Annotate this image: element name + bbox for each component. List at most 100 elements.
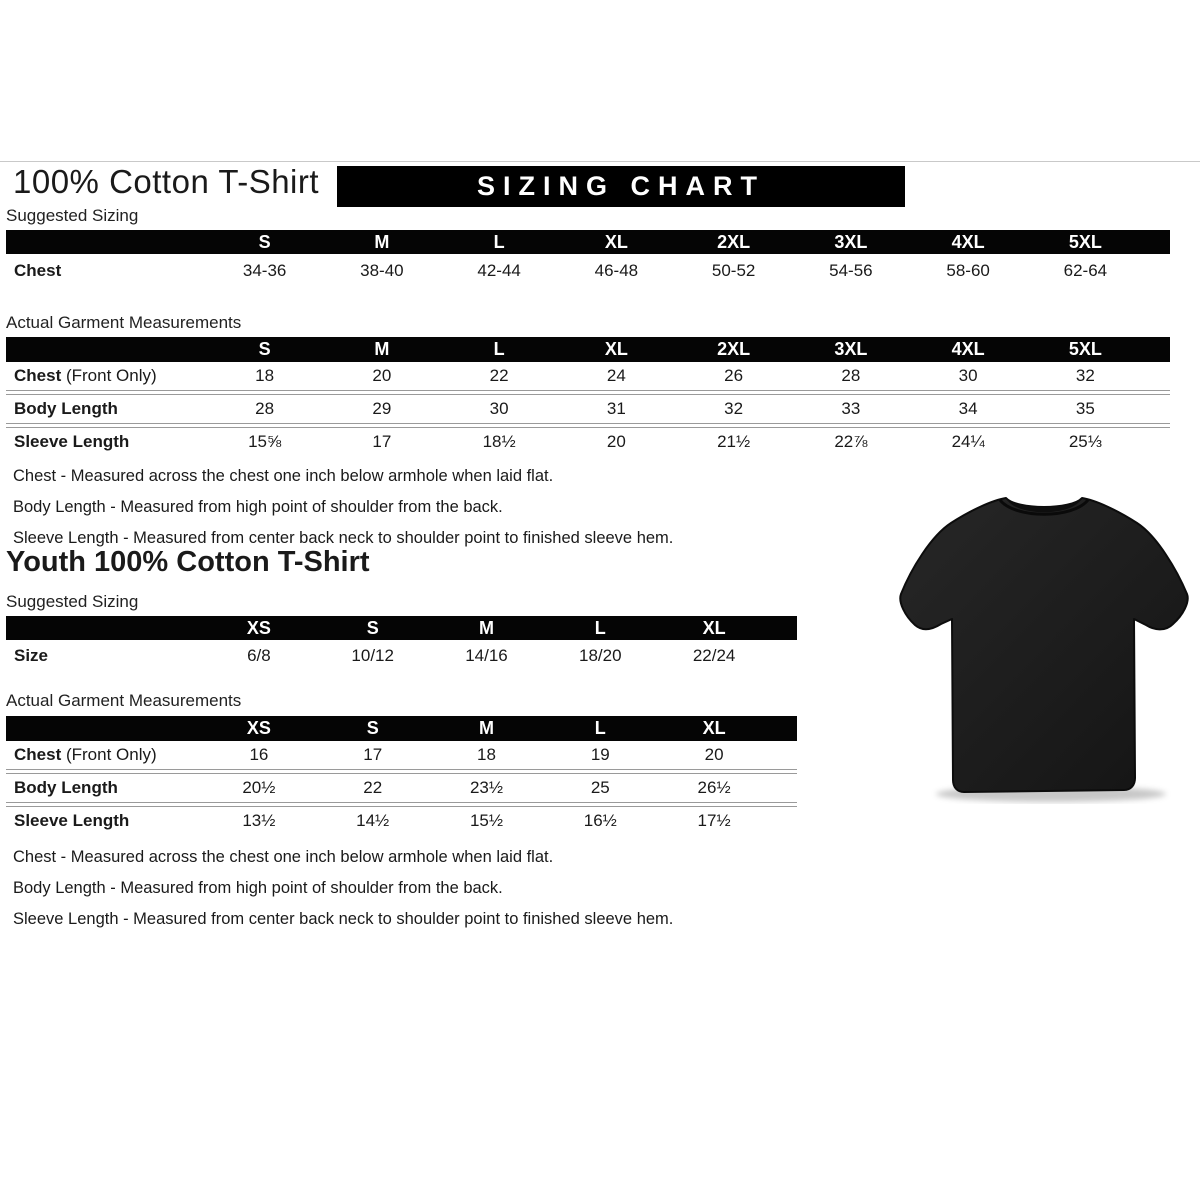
tshirt-collar xyxy=(1006,498,1082,513)
table-cell: 30 xyxy=(489,399,509,418)
adult-actual-measurements-label: Actual Garment Measurements xyxy=(6,313,242,332)
column-header: 5XL xyxy=(1068,232,1102,252)
column-header: L xyxy=(493,232,505,252)
sizing-chart-banner-text: SIZING CHART xyxy=(477,171,765,201)
header-spacer xyxy=(6,337,206,362)
table-cell: 32 xyxy=(724,399,744,418)
header-spacer xyxy=(6,616,202,640)
column-header: 2XL xyxy=(717,339,751,359)
row-separator xyxy=(6,390,1170,395)
column-header: S xyxy=(258,232,271,252)
table-cell: 17 xyxy=(372,432,392,451)
table-cell: 26 xyxy=(724,366,744,385)
table-cell: 32 xyxy=(1075,366,1095,385)
row-label: Sleeve Length xyxy=(14,432,130,451)
column-header: S xyxy=(258,339,271,359)
table-cell: 34-36 xyxy=(242,261,287,280)
column-header: 3XL xyxy=(834,339,868,359)
table-cell: 18 xyxy=(477,745,496,764)
table-cell: 20 xyxy=(372,366,392,385)
column-header: M xyxy=(374,232,390,252)
column-header: XL xyxy=(604,339,628,359)
table-cell: 16 xyxy=(249,745,269,764)
table-cell: 18/20 xyxy=(579,646,622,665)
youth-suggested-header-row: XS S M L XL xyxy=(6,616,797,640)
column-header: 2XL xyxy=(717,232,751,252)
column-header: S xyxy=(366,618,379,638)
table-row: Body Length 20½ 22 23½ 25 26½ xyxy=(6,774,797,802)
adult-measurement-notes: Chest - Measured across the chest one in… xyxy=(13,461,673,554)
table-cell: 29 xyxy=(372,399,392,418)
column-header: XS xyxy=(246,618,271,638)
row-label: Sleeve Length xyxy=(14,811,130,830)
adult-actual-header-row: S M L XL 2XL 3XL 4XL 5XL xyxy=(6,337,1170,362)
table-cell: 31 xyxy=(606,399,626,418)
table-cell: 25⅓ xyxy=(1068,432,1102,451)
adult-suggested-header-row: S M L XL 2XL 3XL 4XL 5XL xyxy=(6,230,1170,254)
table-cell: 16½ xyxy=(583,811,617,830)
table-cell: 30 xyxy=(958,366,978,385)
column-header: M xyxy=(478,718,494,738)
table-row: Sleeve Length 15⅝ 17 18½ 20 21½ 22⅞ 24¼ … xyxy=(6,428,1170,456)
row-separator xyxy=(6,423,1170,428)
youth-actual-measurements-label: Actual Garment Measurements xyxy=(6,691,242,710)
column-header: M xyxy=(478,618,494,638)
table-cell: 14½ xyxy=(356,811,390,830)
table-cell: 18½ xyxy=(482,432,516,451)
column-header: 5XL xyxy=(1068,339,1102,359)
table-cell: 6/8 xyxy=(247,646,271,665)
note-line: Body Length - Measured from high point o… xyxy=(13,498,503,516)
page-top-divider xyxy=(0,161,1200,162)
adult-actual-table: S M L XL 2XL 3XL 4XL 5XL Chest (Front On… xyxy=(6,337,1170,456)
table-cell: 24 xyxy=(606,366,626,385)
column-header: 3XL xyxy=(834,232,868,252)
column-header: 4XL xyxy=(951,232,985,252)
table-cell: 23½ xyxy=(469,778,504,797)
table-cell: 15⅝ xyxy=(248,432,282,451)
note-line: Sleeve Length - Measured from center bac… xyxy=(13,910,674,928)
table-cell: 13½ xyxy=(242,811,276,830)
table-row: Sleeve Length 13½ 14½ 15½ 16½ 17½ xyxy=(6,807,797,835)
table-cell: 20 xyxy=(704,745,724,764)
column-header: M xyxy=(374,339,390,359)
sizing-chart-banner: SIZING CHART xyxy=(337,166,905,207)
adult-suggested-sizing-label: Suggested Sizing xyxy=(6,206,139,225)
adult-suggested-table: S M L XL 2XL 3XL 4XL 5XL Chest 34-36 38-… xyxy=(6,230,1170,288)
youth-suggested-table: XS S M L XL Size 6/8 10/12 14/16 18/20 2… xyxy=(6,616,797,672)
row-separator xyxy=(6,802,797,807)
table-cell: 28 xyxy=(841,366,861,385)
table-cell: 42-44 xyxy=(477,261,521,280)
table-cell: 18 xyxy=(255,366,275,385)
table-cell: 20½ xyxy=(242,778,276,797)
row-label: Size xyxy=(14,646,49,665)
table-cell: 14/16 xyxy=(465,646,508,665)
table-row: Chest (Front Only) 16 17 18 19 20 xyxy=(6,741,797,769)
table-cell: 38-40 xyxy=(360,261,404,280)
table-cell: 17½ xyxy=(697,811,731,830)
column-header: L xyxy=(493,339,505,359)
column-header: S xyxy=(366,718,379,738)
youth-suggested-sizing-label: Suggested Sizing xyxy=(6,592,139,611)
table-row: Chest (Front Only) 18 20 22 24 26 28 30 … xyxy=(6,362,1170,390)
column-header: 4XL xyxy=(951,339,985,359)
table-cell: 22 xyxy=(363,778,383,797)
column-header: XL xyxy=(702,618,726,638)
youth-actual-table: XS S M L XL Chest (Front Only) 16 17 18 … xyxy=(6,716,797,835)
table-cell: 33 xyxy=(841,399,861,418)
table-cell: 21½ xyxy=(717,432,751,451)
table-cell: 34 xyxy=(958,399,978,418)
table-row: Body Length 28 29 30 31 32 33 34 35 xyxy=(6,395,1170,423)
table-cell: 46-48 xyxy=(594,261,639,280)
table-row: Size 6/8 10/12 14/16 18/20 22/24 xyxy=(6,640,797,672)
table-cell: 50-52 xyxy=(711,261,756,280)
table-cell: 28 xyxy=(255,399,275,418)
row-label: Chest (Front Only) xyxy=(14,366,157,385)
table-cell: 25 xyxy=(590,778,610,797)
youth-actual-header-row: XS S M L XL xyxy=(6,716,797,741)
table-cell: 22⅞ xyxy=(834,432,868,451)
table-cell: 24¼ xyxy=(951,432,985,451)
note-line: Body Length - Measured from high point o… xyxy=(13,879,503,897)
column-header: L xyxy=(594,718,606,738)
table-cell: 10/12 xyxy=(351,646,394,665)
